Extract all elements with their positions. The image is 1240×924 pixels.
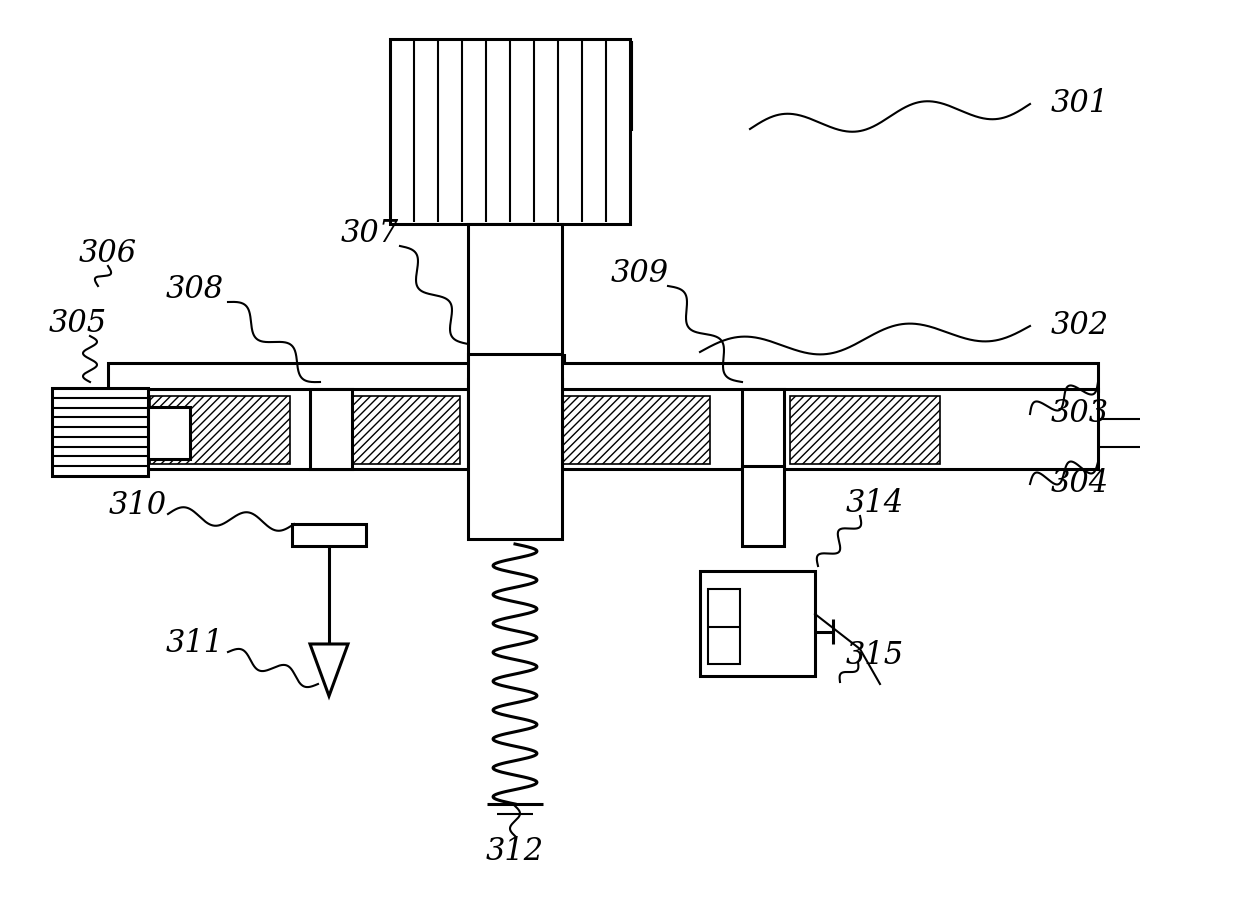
Text: 309: 309 <box>611 259 670 289</box>
Polygon shape <box>310 644 348 696</box>
Text: 306: 306 <box>79 238 138 270</box>
Text: 305: 305 <box>48 309 107 339</box>
Bar <box>701 571 815 676</box>
Text: 307: 307 <box>341 218 399 249</box>
Text: 302: 302 <box>1052 310 1109 342</box>
Text: 312: 312 <box>486 836 544 868</box>
Bar <box>742 389 784 469</box>
Text: 311: 311 <box>166 628 224 660</box>
Bar <box>560 396 711 464</box>
Bar <box>310 389 352 469</box>
Bar <box>391 39 630 224</box>
Bar <box>148 407 190 459</box>
Bar <box>108 389 1097 469</box>
Bar <box>467 224 562 359</box>
Text: 310: 310 <box>109 491 167 521</box>
Bar <box>708 589 740 664</box>
Text: 304: 304 <box>1052 468 1109 500</box>
Text: 314: 314 <box>846 489 904 519</box>
Text: 301: 301 <box>1052 89 1109 119</box>
Bar <box>742 466 784 546</box>
Bar <box>291 524 366 546</box>
Bar <box>467 379 562 469</box>
Text: 303: 303 <box>1052 398 1109 430</box>
Bar <box>52 388 148 476</box>
Bar <box>320 396 460 464</box>
Bar <box>467 354 562 539</box>
Text: 315: 315 <box>846 640 904 672</box>
Bar <box>790 396 940 464</box>
Bar <box>150 396 290 464</box>
Bar <box>108 363 1097 391</box>
Text: 308: 308 <box>166 274 224 305</box>
